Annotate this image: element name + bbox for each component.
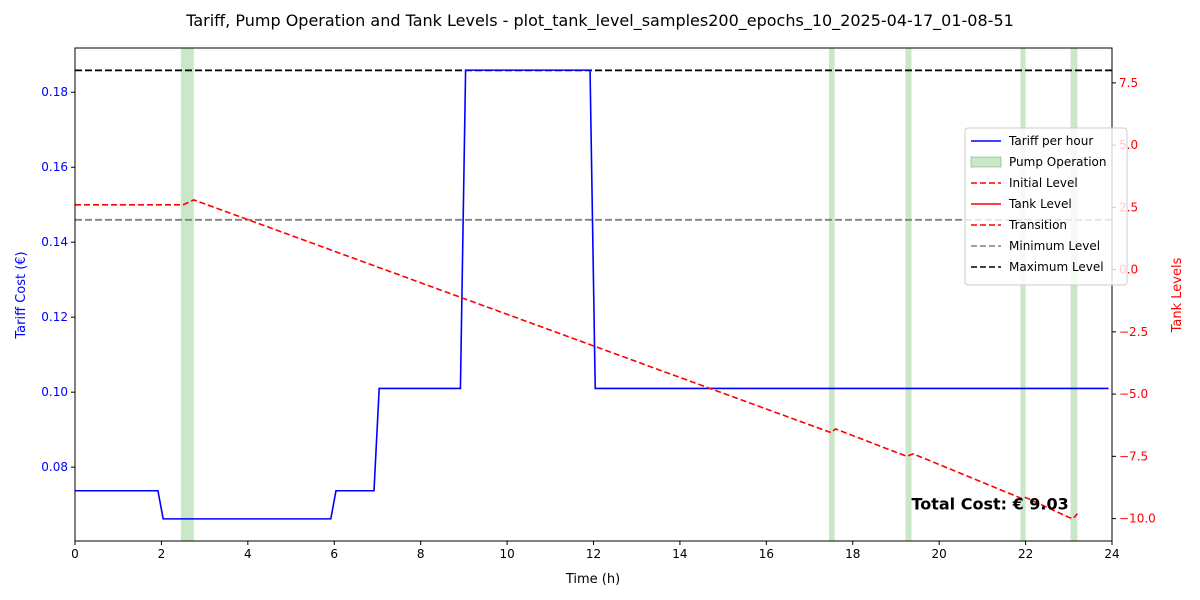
x-tick-label: 24 — [1104, 547, 1119, 561]
x-tick-label: 12 — [586, 547, 601, 561]
legend-box — [964, 127, 1128, 286]
legend: Tariff per hour Pump Operation Initial Lev… — [964, 127, 1128, 286]
plot-area — [75, 48, 1112, 541]
x-tick-label: 22 — [1018, 547, 1033, 561]
y-right-tick-label: −10.0 — [1119, 512, 1156, 526]
x-tick-label: 18 — [845, 547, 860, 561]
legend-swatch — [970, 156, 1002, 168]
y-axis-left-label: Tariff Cost (€) — [14, 251, 29, 339]
y-left-tick-label: 0.14 — [41, 235, 68, 249]
y-left-tick-label: 0.08 — [41, 460, 68, 474]
x-tick-label: 14 — [672, 547, 687, 561]
y-left-tick-label: 0.10 — [41, 385, 68, 399]
y-axis-left: 0.08 0.10 0.12 0.14 0.16 0.18 — [41, 85, 75, 474]
legend-entry-label: Tariff per hour — [1008, 134, 1093, 148]
legend-entry-label: Tank Level — [1008, 197, 1072, 211]
x-tick-label: 0 — [71, 547, 79, 561]
x-tick-label: 10 — [499, 547, 514, 561]
x-tick-label: 16 — [759, 547, 774, 561]
legend-entry-label: Transition — [1008, 218, 1067, 232]
y-axis-right-label: Tank Levels — [1170, 257, 1185, 333]
y-left-tick-label: 0.12 — [41, 310, 68, 324]
legend-entry-label: Maximum Level — [1009, 260, 1104, 274]
pump-operation-band-2 — [905, 48, 912, 541]
y-right-tick-label: 7.5 — [1119, 76, 1138, 90]
legend-entry-label: Pump Operation — [1009, 155, 1106, 169]
series-tariff-per-hour — [75, 69, 1109, 520]
chart-title: Tariff, Pump Operation and Tank Levels -… — [185, 11, 1014, 31]
pump-operation-band-1 — [828, 48, 835, 541]
total-cost-annotation: Total Cost: € 9.03 — [911, 495, 1068, 514]
x-tick-label: 2 — [158, 547, 166, 561]
y-right-tick-label: −5.0 — [1119, 387, 1148, 401]
pump-operation-band-4 — [1070, 48, 1078, 541]
series-transition — [182, 199, 1079, 520]
x-tick-label: 8 — [417, 547, 425, 561]
pump-operation-band-0 — [180, 48, 194, 541]
y-left-tick-label: 0.16 — [41, 160, 68, 174]
x-axis: 0 2 4 6 8 10 12 14 16 18 20 22 24 — [71, 541, 1120, 561]
legend-entry-label: Initial Level — [1009, 176, 1078, 190]
pump-operation-band-3 — [1020, 48, 1026, 541]
x-tick-label: 4 — [244, 547, 252, 561]
y-right-tick-label: −7.5 — [1119, 449, 1148, 463]
x-axis-label: Time (h) — [565, 572, 620, 587]
y-left-tick-label: 0.18 — [41, 85, 68, 99]
x-tick-label: 20 — [932, 547, 947, 561]
x-tick-label: 6 — [330, 547, 338, 561]
y-right-tick-label: −2.5 — [1119, 325, 1148, 339]
legend-entry-label: Minimum Level — [1009, 239, 1100, 253]
